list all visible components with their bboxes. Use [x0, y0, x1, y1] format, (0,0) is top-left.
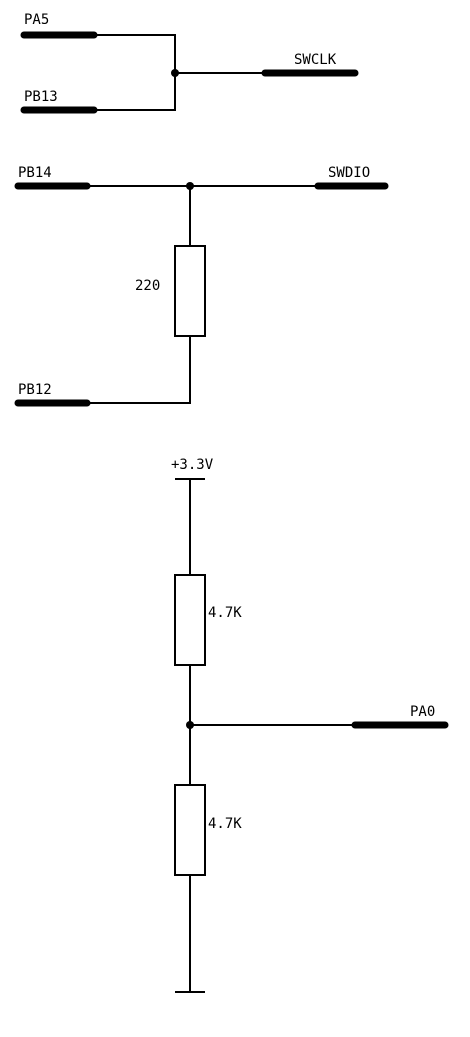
- resistor-220: [174, 245, 206, 337]
- swclk-circuit: PA5 PB13 SWCLK: [20, 12, 359, 114]
- pa5-label: PA5: [24, 12, 49, 28]
- pb12-label: PB12: [18, 382, 52, 398]
- pb14-label: PB14: [18, 165, 52, 181]
- pb13-wire: [93, 72, 176, 111]
- pa5-wire: [93, 34, 176, 74]
- vcc-label: +3.3V: [171, 457, 214, 473]
- pa0-divider-circuit: +3.3V 4.7K PA0 4.7K: [171, 457, 449, 993]
- swdio-circuit: PB14 SWDIO 220 PB12: [14, 165, 389, 407]
- pa0-label: PA0: [410, 704, 435, 720]
- resistor-pulldown: [174, 784, 206, 876]
- resistor-pullup: [174, 574, 206, 666]
- swclk-label: SWCLK: [294, 52, 337, 68]
- swclk-junction: [171, 69, 179, 77]
- resistor-pullup-value: 4.7K: [208, 605, 242, 621]
- resistor-pulldown-value: 4.7K: [208, 816, 242, 832]
- resistor-220-value: 220: [135, 278, 160, 294]
- r220-bottom-wire: [86, 335, 191, 404]
- pb13-label: PB13: [24, 89, 58, 105]
- swdio-junction: [186, 182, 194, 190]
- swdio-label: SWDIO: [328, 165, 370, 181]
